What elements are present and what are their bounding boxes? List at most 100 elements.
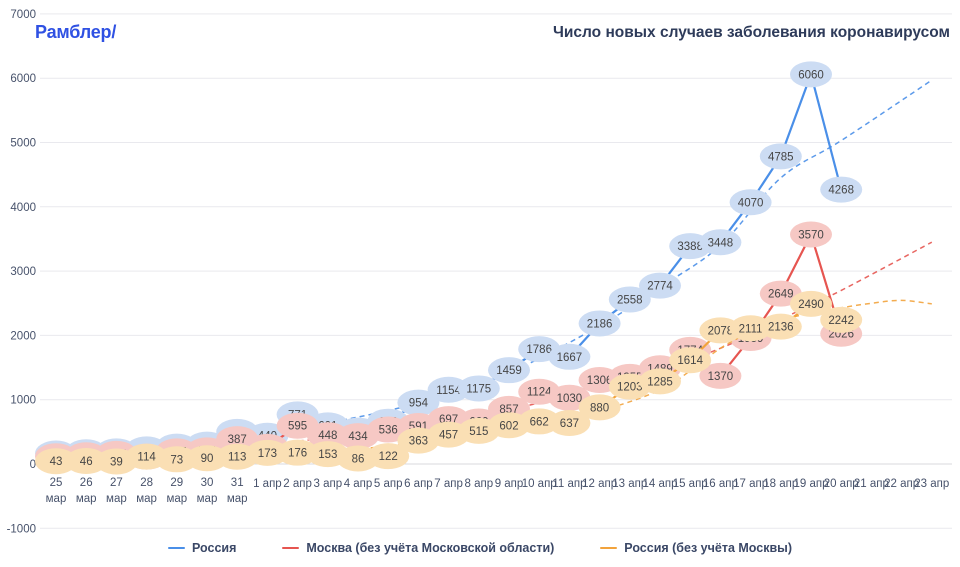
bubble-value-russia: 4070: [738, 197, 764, 209]
bubble-value-russia-ex-moscow: 637: [560, 418, 579, 430]
bubble-value-russia: 4268: [828, 185, 854, 197]
legend-label-russia: Россия: [192, 541, 237, 555]
x-axis-label: 30 мар: [197, 477, 218, 505]
data-bubble-moscow: [790, 221, 832, 248]
bubble-value-russia-ex-moscow: 46: [80, 456, 93, 468]
x-axis-label: 3 апр: [313, 478, 342, 490]
bubble-value-russia-ex-moscow: 457: [439, 430, 458, 442]
data-bubble-russia: [608, 286, 651, 313]
data-bubble-russia: [729, 189, 772, 216]
data-bubble-russia: [578, 310, 621, 337]
legend-label-russia-ex-moscow: Россия (без учёта Москвы): [624, 541, 792, 555]
bubble-value-russia-ex-moscow: 2078: [708, 325, 734, 337]
bubble-value-russia: 2186: [587, 318, 613, 330]
data-bubble-russia: [427, 376, 470, 403]
y-axis-label: 6000: [10, 73, 36, 85]
bubble-value-moscow: 595: [288, 421, 307, 433]
bubble-value-moscow: 1124: [527, 387, 552, 399]
x-axis-label: 29 мар: [166, 477, 187, 505]
x-axis-label: 11 апр: [552, 478, 586, 490]
bubble-value-russia-ex-moscow: 1203: [617, 382, 643, 394]
bubble-value-moscow: 387: [228, 434, 247, 446]
bubble-value-russia-ex-moscow: 1614: [677, 355, 703, 367]
bubble-value-russia: 1175: [466, 383, 491, 395]
bubble-value-russia: 3388: [677, 241, 703, 253]
bubble-value-russia-ex-moscow: 43: [50, 456, 63, 468]
x-axis-label: 18 апр: [763, 478, 798, 490]
data-bubble-russia: [639, 272, 681, 299]
data-bubble-russia-ex-moscow: [65, 448, 108, 475]
bubble-value-moscow: 536: [379, 425, 398, 437]
data-bubble-russia: [397, 389, 440, 416]
legend-marker-russia-ex-moscow: [600, 546, 618, 550]
x-axis-label: 28 мар: [136, 477, 157, 505]
x-axis-label: 25 мар: [46, 477, 67, 505]
legend-item-russia-ex-moscow[interactable]: Россия (без учёта Москвы): [600, 541, 792, 555]
bubble-value-russia-ex-moscow: 2111: [739, 323, 763, 335]
legend-label-moscow: Москва (без учёта Московской области): [306, 541, 555, 555]
x-axis-label: 1 апр: [253, 478, 282, 490]
y-axis-label: 3000: [10, 266, 36, 278]
bubble-value-moscow: 2649: [768, 289, 794, 301]
legend-item-russia[interactable]: Россия: [168, 541, 236, 555]
x-axis-label: 27 мар: [106, 477, 127, 505]
bubble-value-moscow: 448: [318, 430, 337, 442]
bubble-value-russia: 954: [409, 398, 429, 410]
bubble-value-russia-ex-moscow: 363: [409, 436, 428, 448]
data-bubble-russia-ex-moscow: [669, 347, 712, 374]
x-axis-label: 31 мар: [227, 477, 248, 505]
bubble-value-moscow: 1370: [708, 371, 734, 383]
bubble-value-russia: 1459: [496, 365, 522, 377]
bubble-value-moscow: 3570: [798, 229, 824, 241]
legend-item-moscow[interactable]: Москва (без учёта Московской области): [282, 541, 554, 555]
x-axis-label: 7 апр: [434, 478, 463, 490]
data-bubble-russia-ex-moscow: [367, 443, 410, 470]
bubble-value-russia: 4785: [768, 151, 794, 163]
y-axis-label: 7000: [10, 9, 36, 21]
x-axis-label: 19 апр: [793, 478, 828, 490]
x-axis-label: 14 апр: [642, 478, 677, 490]
data-bubble-russia-ex-moscow: [639, 368, 681, 395]
bubble-value-russia: 3448: [708, 237, 734, 249]
x-axis-label: 8 апр: [464, 478, 493, 490]
bubble-value-moscow: 434: [348, 431, 368, 443]
x-axis-label: 2 апр: [283, 478, 312, 490]
bubble-value-russia-ex-moscow: 86: [352, 453, 365, 465]
x-axis-label: 10 апр: [522, 478, 557, 490]
data-bubble-russia: [759, 143, 802, 170]
data-bubble-russia: [820, 176, 863, 203]
x-axis-label: 12 апр: [582, 478, 617, 490]
x-axis-label: 15 апр: [673, 478, 708, 490]
data-bubble-russia-ex-moscow: [578, 394, 621, 421]
bubble-value-russia: 1154: [436, 385, 461, 397]
x-axis-label: 26 мар: [76, 477, 97, 505]
bubble-value-russia: 1786: [526, 344, 552, 356]
data-bubble-russia-ex-moscow: [186, 445, 228, 472]
data-bubble-moscow: [699, 362, 742, 389]
y-axis-label: 0: [30, 459, 36, 471]
data-bubble-russia-ex-moscow: [759, 313, 802, 340]
bubble-value-russia-ex-moscow: 173: [258, 448, 277, 460]
data-bubble-russia-ex-moscow: [518, 408, 561, 435]
rambler-logo[interactable]: Рамблер/: [35, 22, 117, 42]
bubble-value-russia-ex-moscow: 114: [137, 452, 156, 464]
bubble-value-russia: 2558: [617, 295, 643, 307]
data-bubble-russia-ex-moscow: [729, 315, 772, 342]
legend: Россия Москва (без учёта Московской облас…: [0, 541, 960, 555]
bubble-value-russia-ex-moscow: 73: [170, 454, 183, 466]
legend-marker-moscow: [282, 546, 300, 550]
bubble-value-russia: 2774: [647, 281, 673, 293]
bubble-value-russia-ex-moscow: 2136: [768, 322, 794, 334]
x-axis-label: 22 апр: [884, 478, 919, 490]
bubble-value-russia-ex-moscow: 515: [469, 426, 488, 438]
bubble-value-russia-ex-moscow: 662: [530, 416, 549, 428]
chart-title: Число новых случаев заболевания коронави…: [552, 24, 950, 41]
x-axis-label: 13 апр: [612, 478, 647, 490]
data-bubble-russia-ex-moscow: [820, 306, 863, 333]
plot-area: 7000 6000 5000 4000 3000 2000 1000 0 -1000 25 мар 2…: [7, 9, 952, 535]
x-axis-label: 4 апр: [344, 478, 373, 490]
data-bubble-russia: [548, 343, 591, 370]
x-axis-label: 5 апр: [374, 478, 403, 490]
bubble-value-russia-ex-moscow: 39: [110, 456, 123, 468]
